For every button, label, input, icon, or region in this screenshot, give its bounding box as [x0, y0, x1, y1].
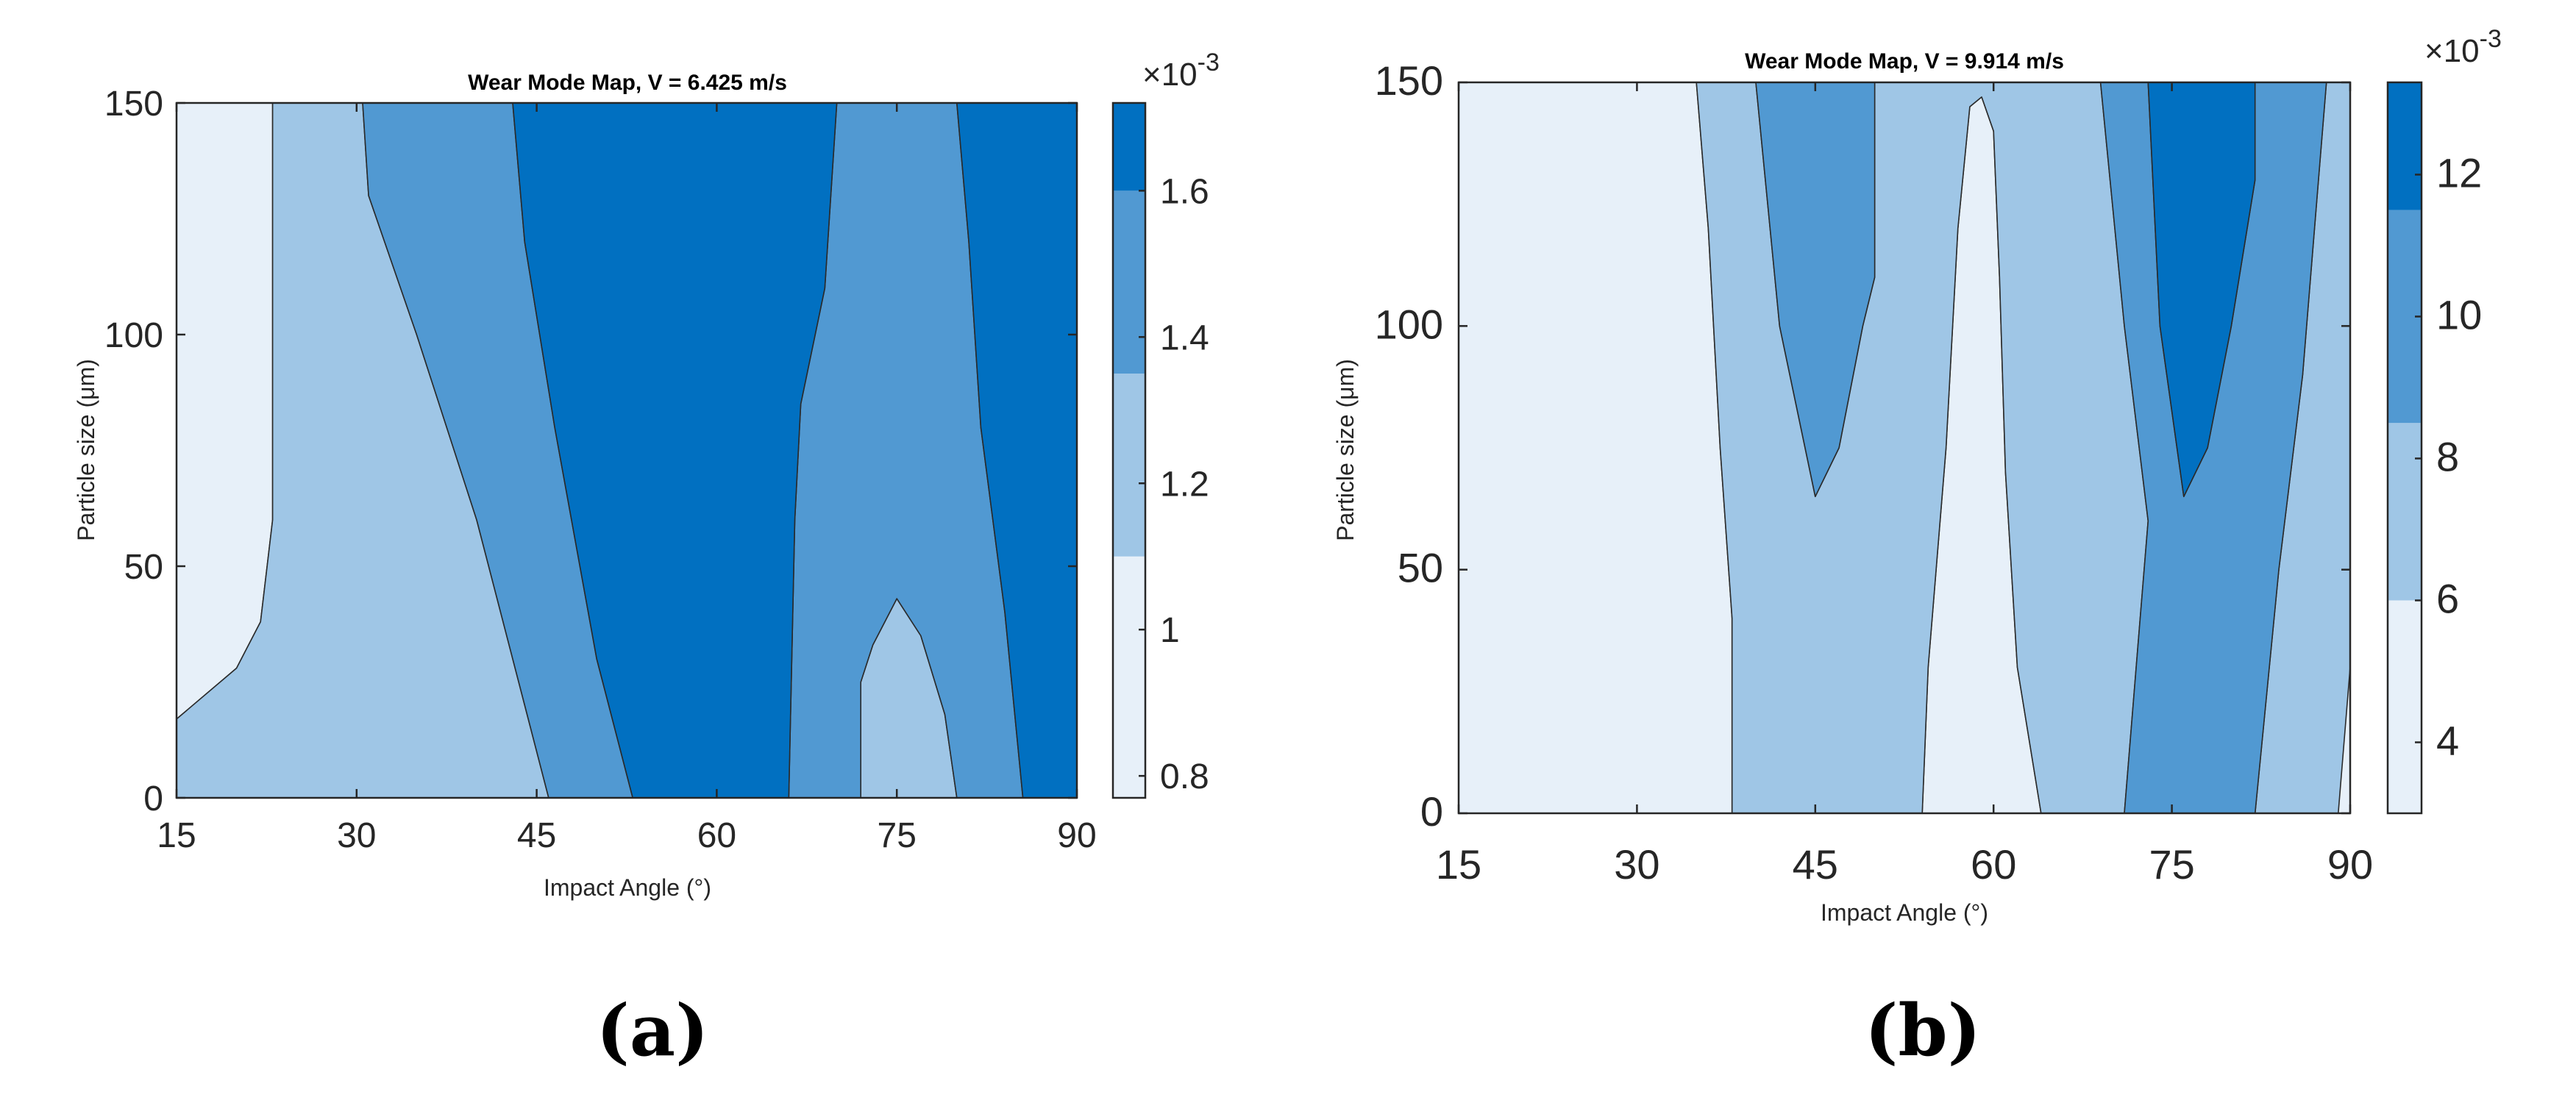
panel-a-title: Wear Mode Map, V = 6.425 m/s	[468, 71, 787, 95]
panel-a: Wear Mode Map, V = 6.425 m/s 15 30 45 60 75 9…	[73, 49, 1220, 1072]
panel-a-x-tick-label: 60	[697, 816, 736, 855]
panel-a-colorbar-multiplier: ×10-3	[1142, 49, 1220, 93]
panel-a-colorbar-band-1	[1113, 556, 1145, 798]
panel-b-contour-region-5	[1755, 82, 1876, 498]
panel-b-colorbar-band-1	[2388, 600, 2422, 813]
panel-a-colorbar-tick-label: 1.2	[1160, 465, 1209, 504]
panel-b-colorbar-tick-label: 8	[2436, 433, 2459, 479]
panel-b-x-axis-label: Impact Angle (°)	[1821, 899, 1988, 926]
panel-a-colorbar-band-2	[1113, 374, 1145, 557]
panel-a-y-tick-label: 150	[104, 85, 163, 124]
panel-a-x-tick-label: 30	[337, 816, 376, 855]
panel-b-x-tick-label: 15	[1436, 841, 1481, 888]
panel-b-label: (b)	[1865, 989, 1981, 1072]
panel-a-x-axis-label: Impact Angle (°)	[544, 874, 711, 901]
panel-a-x-tick-label: 45	[517, 816, 556, 855]
panel-b-colorbar-multiplier: ×10-3	[2424, 25, 2502, 69]
panel-b-y-axis-label: Particle size (μm)	[1332, 359, 1359, 541]
panel-a-label: (a)	[596, 989, 708, 1072]
panel-b-contour-region-3	[1696, 82, 2149, 814]
panel-a-y-axis-label: Particle size (μm)	[73, 359, 99, 541]
panel-b-x-tick-label: 30	[1614, 841, 1659, 888]
panel-b-x-tick-label: 60	[1971, 841, 2016, 888]
panel-a-colorbar-tick-label: 1	[1160, 611, 1180, 650]
panel-b-y-tick-label: 50	[1398, 545, 1443, 591]
panel-a-colorbar-tick-label: 1.6	[1160, 172, 1209, 211]
panel-b-colorbar-tick-label: 10	[2436, 291, 2482, 338]
panel-a-x-tick-label: 75	[878, 816, 917, 855]
panel-b-contour-region-7	[2147, 82, 2256, 498]
panel-a-colorbar: 0.8 1 1.2 1.4 1.6	[1111, 101, 1209, 799]
panel-a-colorbar-band-3	[1113, 190, 1145, 374]
panel-b-contour-region-1	[1458, 82, 1733, 814]
panel-b-plot-frame	[1457, 81, 2352, 815]
panel-b-y-tick-label: 100	[1375, 301, 1443, 347]
panel-a-x-tick-label: 15	[157, 816, 196, 855]
panel-a-axis-ticks: 15 30 45 60 75 90 0 50 100 150	[104, 85, 1097, 855]
panel-b-contour-regions	[1458, 82, 2351, 814]
panel-b-colorbar: 4 6 8 10 12	[2386, 81, 2482, 815]
panel-b-colorbar-band-4	[2388, 82, 2422, 210]
panel-b-axis-ticks: 15 30 45 60 75 90 0 50 100 150	[1375, 57, 2374, 888]
panel-b-colorbar-frame	[2386, 81, 2423, 815]
panel-a-colorbar-tick-label: 1.4	[1160, 318, 1209, 357]
panel-a-plot-frame	[175, 101, 1078, 799]
panel-b-colorbar-band-2	[2388, 423, 2422, 601]
panel-b-y-tick-label: 0	[1420, 788, 1443, 835]
panel-a-y-tick-label: 0	[143, 779, 163, 818]
panel-b-x-tick-label: 75	[2149, 841, 2194, 888]
panel-b-x-tick-label: 90	[2327, 841, 2373, 888]
panel-a-y-tick-label: 100	[104, 316, 163, 355]
panel-a-x-tick-label: 90	[1057, 816, 1096, 855]
panel-b-title: Wear Mode Map, V = 9.914 m/s	[1745, 49, 2064, 74]
panel-a-colorbar-tick-label: 0.8	[1160, 757, 1209, 796]
panel-a-contour-regions	[176, 102, 1078, 799]
panel-a-colorbar-band-4	[1113, 103, 1145, 191]
panel-a-colorbar-frame	[1111, 101, 1147, 799]
panel-a-y-tick-label: 50	[124, 548, 163, 587]
panel-b-y-tick-label: 150	[1375, 57, 1443, 104]
panel-b-colorbar-tick-label: 6	[2436, 575, 2459, 621]
panel-b-x-tick-label: 45	[1793, 841, 1838, 888]
panel-b-colorbar-tick-label: 4	[2436, 717, 2459, 763]
panel-b: Wear Mode Map, V = 9.914 m/s 15 30 45 60 75 9…	[1332, 25, 2502, 1072]
panel-b-colorbar-tick-label: 12	[2436, 149, 2482, 196]
